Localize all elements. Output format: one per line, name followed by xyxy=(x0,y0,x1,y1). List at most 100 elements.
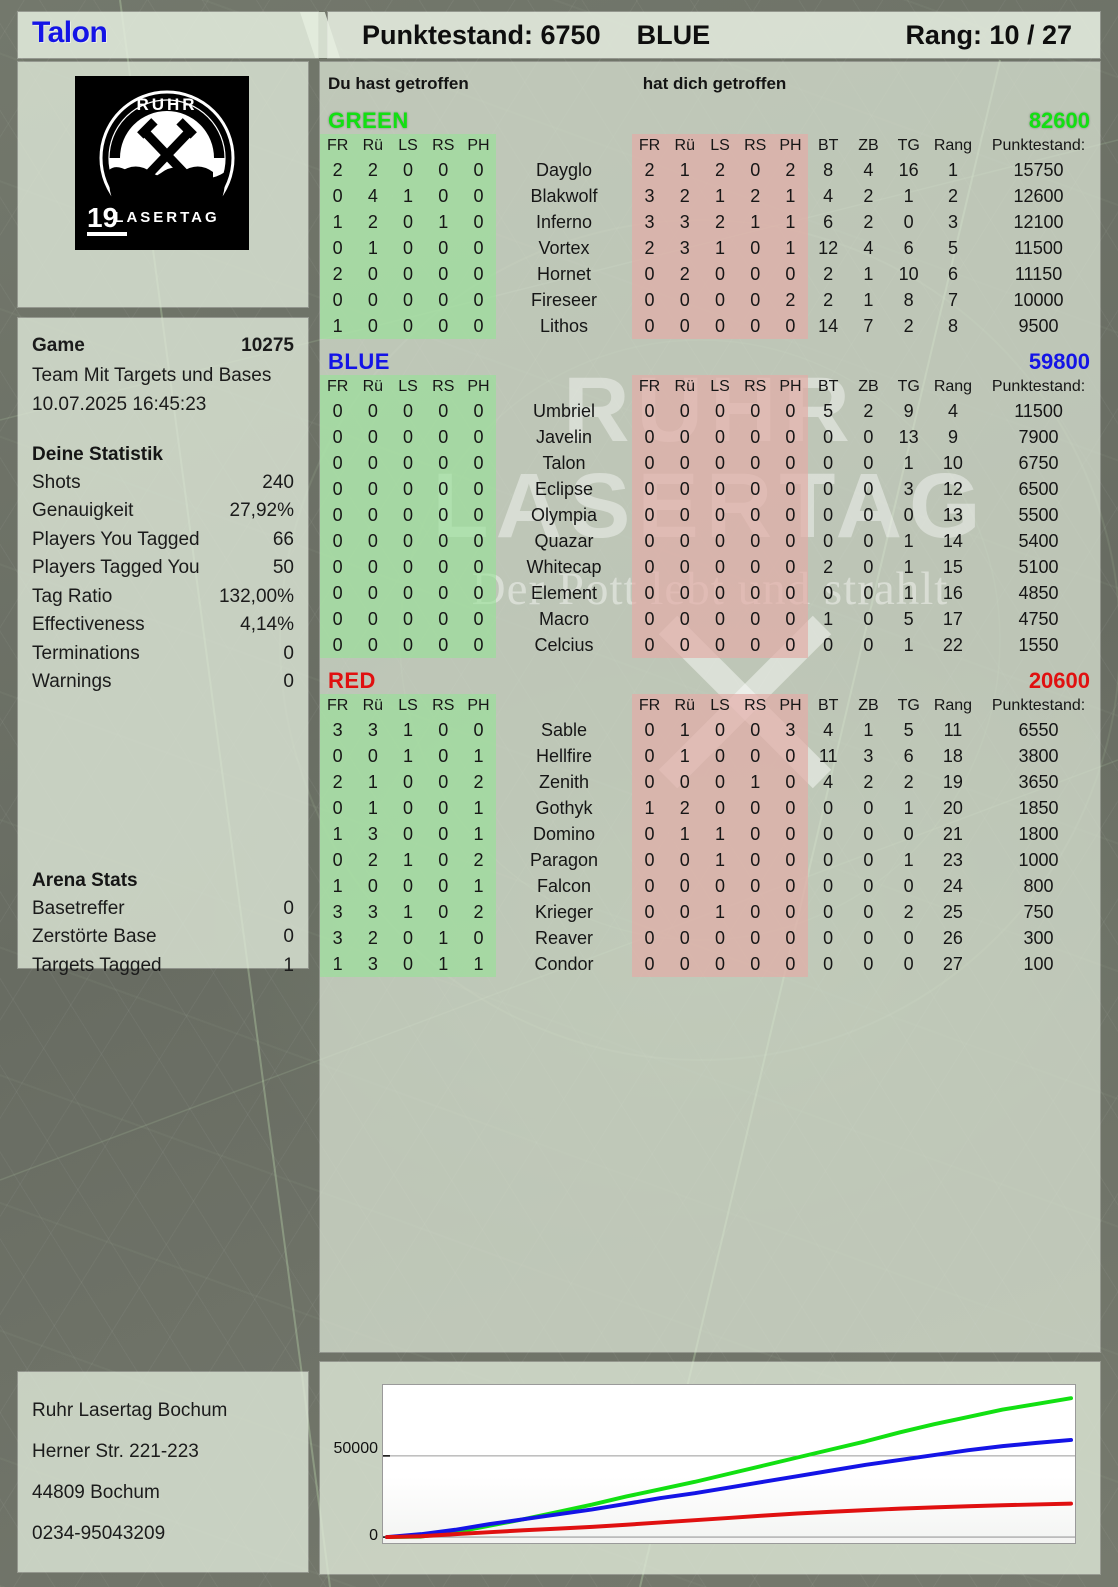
cell-player-name: Olympia xyxy=(531,505,598,525)
cell-out-LS: 0 xyxy=(390,795,426,821)
cell-points: 12600 xyxy=(1013,186,1064,206)
cell-in-LS: 0 xyxy=(702,554,738,580)
stat-row-value: 66 xyxy=(272,528,294,550)
col-header-in-FR: FR xyxy=(631,134,668,157)
col-header-zb: ZB xyxy=(858,378,879,395)
cell-in-LS: 2 xyxy=(702,209,738,235)
page-title: Talon xyxy=(32,16,108,49)
cell-out-FR: 2 xyxy=(320,769,356,795)
cell-in-Rü: 1 xyxy=(667,157,703,183)
cell-bt: 0 xyxy=(823,954,834,974)
cell-in-RS: 0 xyxy=(737,476,773,502)
cell-in-RS: 0 xyxy=(737,528,773,554)
team-header-red: RED 20600 xyxy=(320,664,1100,694)
table-row: 0 0 0 0 0 Javelin 0 0 0 0 0 0 0 13 9 7900 xyxy=(320,424,1100,450)
cell-in-PH: 0 xyxy=(772,261,809,287)
cell-out-LS: 0 xyxy=(390,580,426,606)
table-row: 0 0 0 0 0 Celcius 0 0 0 0 0 0 0 1 22 1550 xyxy=(320,632,1100,658)
cell-rank: 25 xyxy=(942,902,963,922)
cell-out-LS: 0 xyxy=(390,606,426,632)
cell-in-LS: 0 xyxy=(702,795,738,821)
table-row: 0 0 0 0 0 Eclipse 0 0 0 0 0 0 0 3 12 6500 xyxy=(320,476,1100,502)
cell-player-name: Element xyxy=(531,583,598,603)
cell-out-PH: 0 xyxy=(460,313,497,339)
cell-zb: 2 xyxy=(863,772,874,792)
cell-points: 9500 xyxy=(1018,316,1059,336)
cell-out-PH: 0 xyxy=(460,717,497,743)
arena-stat-row-value: 0 xyxy=(283,926,294,947)
cell-in-PH: 0 xyxy=(772,528,809,554)
stat-row-value: 132,00% xyxy=(218,585,294,607)
cell-out-Rü: 0 xyxy=(355,313,391,339)
cell-out-RS: 0 xyxy=(425,847,461,873)
cell-zb: 0 xyxy=(863,505,874,525)
cell-in-Rü: 1 xyxy=(667,717,703,743)
cell-out-LS: 0 xyxy=(390,554,426,580)
cell-zb: 1 xyxy=(863,720,874,740)
col-header-in-PH: PH xyxy=(772,134,809,157)
col-header-in-RS: RS xyxy=(737,375,773,398)
table-header-row: FR Rü LS RS PH FR Rü LS RS PH BT ZB TG Rang Punktestan… xyxy=(320,694,1100,717)
team-name: GREEN xyxy=(328,108,409,133)
stat-row: Genauigkeit 27,92% xyxy=(32,497,294,526)
arena-stat-row-label: Zerstörte Base xyxy=(32,926,157,947)
col-header-in-Rü: Rü xyxy=(667,375,703,398)
cell-out-RS: 0 xyxy=(425,795,461,821)
heading-you-tagged: Du hast getroffen xyxy=(328,74,469,93)
cell-in-Rü: 0 xyxy=(667,476,703,502)
cell-out-LS: 0 xyxy=(390,632,426,658)
chart-ytick-high: 50000 xyxy=(333,1440,379,1457)
cell-player-name: Talon xyxy=(542,453,586,473)
cell-rank: 15 xyxy=(942,557,963,577)
arena-stat-row: Basetreffer 0 xyxy=(32,895,294,924)
cell-zb: 0 xyxy=(863,479,874,499)
cell-in-FR: 0 xyxy=(631,606,668,632)
stat-row: Effectiveness 4,14% xyxy=(32,611,294,640)
cell-out-PH: 0 xyxy=(460,502,497,528)
cell-out-Rü: 3 xyxy=(355,717,391,743)
chart-plot-area xyxy=(382,1384,1076,1544)
cell-in-PH: 0 xyxy=(772,554,809,580)
cell-in-FR: 0 xyxy=(631,450,668,476)
cell-tg: 16 xyxy=(898,160,919,180)
cell-rank: 16 xyxy=(942,583,963,603)
cell-in-LS: 0 xyxy=(702,632,738,658)
cell-in-Rü: 0 xyxy=(667,313,703,339)
col-header-in-FR: FR xyxy=(631,694,668,717)
cell-out-PH: 0 xyxy=(460,157,497,183)
cell-rank: 13 xyxy=(942,505,963,525)
cell-out-RS: 1 xyxy=(425,951,461,977)
col-header-bt: BT xyxy=(817,697,839,714)
stat-row-label: Tag Ratio xyxy=(32,585,113,607)
table-row: 0 0 0 0 0 Fireseer 0 0 0 0 2 2 1 8 7 10000 xyxy=(320,287,1100,313)
cell-in-LS: 0 xyxy=(702,424,738,450)
cell-tg: 6 xyxy=(903,238,914,258)
cell-rank: 26 xyxy=(942,928,963,948)
cell-out-Rü: 2 xyxy=(355,925,391,951)
cell-out-FR: 0 xyxy=(320,183,356,209)
col-header-in-LS: LS xyxy=(702,134,738,157)
cell-in-RS: 0 xyxy=(737,554,773,580)
cell-in-LS: 0 xyxy=(702,476,738,502)
cell-out-Rü: 1 xyxy=(355,795,391,821)
cell-out-LS: 0 xyxy=(390,769,426,795)
cell-bt: 12 xyxy=(818,238,839,258)
cell-out-FR: 0 xyxy=(320,235,356,261)
cell-out-RS: 0 xyxy=(425,398,461,424)
cell-zb: 0 xyxy=(863,850,874,870)
cell-tg: 5 xyxy=(903,609,914,629)
cell-rank: 9 xyxy=(947,427,958,447)
col-header-in-FR: FR xyxy=(631,375,668,398)
cell-player-name: Quazar xyxy=(534,531,594,551)
cell-out-PH: 1 xyxy=(460,951,497,977)
chart-lines xyxy=(383,1396,1075,1540)
cell-zb: 1 xyxy=(863,264,874,284)
cell-bt: 6 xyxy=(823,212,834,232)
cell-in-Rü: 0 xyxy=(667,899,703,925)
cell-out-FR: 0 xyxy=(320,528,356,554)
cell-in-PH: 2 xyxy=(772,157,809,183)
cell-out-Rü: 3 xyxy=(355,951,391,977)
table-row: 0 0 0 0 0 Umbriel 0 0 0 0 0 5 2 9 4 11500 xyxy=(320,398,1100,424)
cell-in-PH: 0 xyxy=(772,580,809,606)
cell-in-RS: 1 xyxy=(737,769,773,795)
